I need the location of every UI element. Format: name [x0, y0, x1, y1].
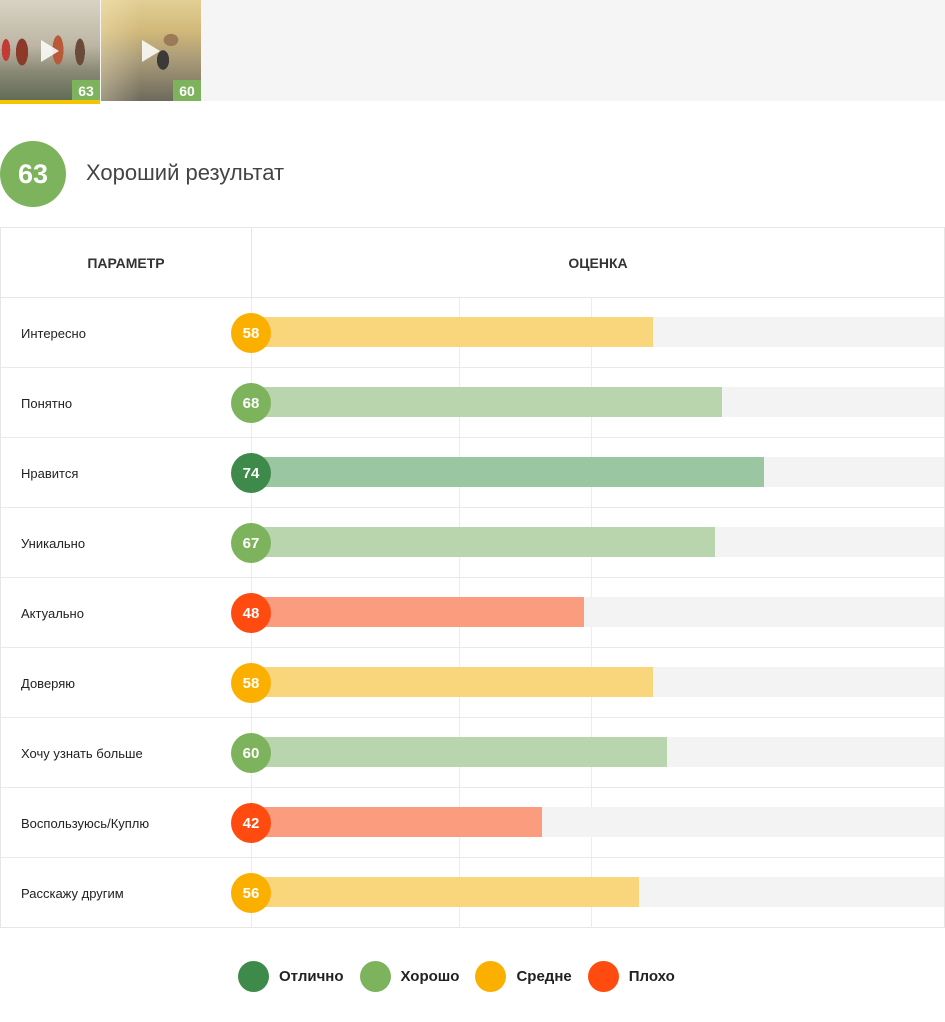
legend-color-dot	[359, 960, 391, 992]
table-row: Актуально 48	[1, 578, 944, 648]
score-bar	[251, 597, 584, 627]
score-bar	[251, 807, 542, 837]
parameter-label: Хочу узнать больше	[21, 745, 143, 761]
video-thumbnail[interactable]: 63	[0, 0, 100, 101]
score-bar-track	[251, 737, 944, 767]
parameter-label: Расскажу другим	[21, 885, 124, 901]
play-icon	[142, 39, 160, 62]
parameter-label: Актуально	[21, 605, 84, 621]
table-header: ПАРАМЕТР ОЦЕНКА	[1, 228, 944, 298]
legend-color-dot	[238, 960, 269, 992]
column-header-parameter: ПАРАМЕТР	[87, 255, 165, 271]
legend-item: Плохо	[587, 960, 675, 992]
table-row: Воспользуюсь/Куплю 42	[1, 788, 944, 858]
video-thumbnail[interactable]: 60	[101, 0, 201, 101]
table-row: Нравится 74	[1, 438, 944, 508]
overall-score-badge: 63	[0, 141, 66, 207]
score-badge: 56	[231, 873, 271, 913]
score-bar-track	[251, 597, 944, 627]
parameter-label: Понятно	[21, 395, 73, 411]
score-badge: 42	[231, 803, 271, 843]
thumbnail-score-badge: 60	[173, 80, 201, 101]
result-title: Хороший результат	[86, 160, 285, 185]
score-bar-track	[251, 527, 944, 557]
play-icon	[41, 39, 59, 62]
score-bar	[251, 457, 764, 487]
legend-label: Плохо	[628, 967, 675, 985]
score-bar-track	[251, 457, 944, 487]
score-badge: 67	[231, 523, 271, 563]
evaluation-table: ПАРАМЕТР ОЦЕНКА Интересно 58 Понятно 68 Нрав…	[0, 227, 945, 928]
score-badge: 48	[231, 593, 271, 633]
active-thumbnail-indicator	[0, 100, 100, 104]
score-bar-track	[251, 807, 944, 837]
score-bar	[251, 737, 667, 767]
score-bar-track	[251, 667, 944, 697]
thumbnail-score-badge: 63	[72, 80, 100, 101]
table-row: Расскажу другим 56	[1, 858, 944, 928]
parameter-label: Интересно	[21, 325, 86, 341]
score-bar-track	[251, 387, 944, 417]
legend-color-dot	[475, 960, 507, 992]
legend-item: Отлично	[238, 960, 344, 992]
table-row: Интересно 58	[1, 298, 944, 368]
table-row: Хочу узнать больше 60	[1, 718, 944, 788]
score-bar	[251, 667, 653, 697]
parameter-label: Нравится	[21, 465, 79, 481]
rating-legend: Отлично Хорошо Средне Плохо	[238, 960, 691, 992]
score-badge: 58	[231, 313, 271, 353]
score-bar	[251, 387, 722, 417]
score-bar-track	[251, 317, 944, 347]
score-badge: 60	[231, 733, 271, 773]
score-bar-track	[251, 877, 944, 907]
column-header-score: ОЦЕНКА	[568, 255, 628, 271]
score-bar	[251, 317, 653, 347]
parameter-label: Воспользуюсь/Куплю	[21, 815, 150, 831]
parameter-label: Уникально	[21, 535, 86, 551]
table-row: Доверяю 58	[1, 648, 944, 718]
legend-label: Средне	[516, 967, 572, 985]
score-bar	[251, 877, 639, 907]
legend-color-dot	[587, 960, 619, 992]
legend-item: Хорошо	[359, 960, 460, 992]
score-badge: 74	[231, 453, 271, 493]
legend-label: Хорошо	[400, 967, 460, 985]
table-body: Интересно 58 Понятно 68 Нравится 74 Уникально 6…	[1, 298, 944, 928]
score-badge: 68	[231, 383, 271, 423]
table-row: Понятно 68	[1, 368, 944, 438]
table-row: Уникально 67	[1, 508, 944, 578]
column-divider	[251, 228, 252, 298]
legend-item: Средне	[475, 960, 572, 992]
parameter-label: Доверяю	[21, 675, 76, 691]
legend-label: Отлично	[279, 967, 344, 985]
video-thumbnail-strip: 63 60	[0, 0, 945, 101]
score-bar	[251, 527, 715, 557]
score-badge: 58	[231, 663, 271, 703]
